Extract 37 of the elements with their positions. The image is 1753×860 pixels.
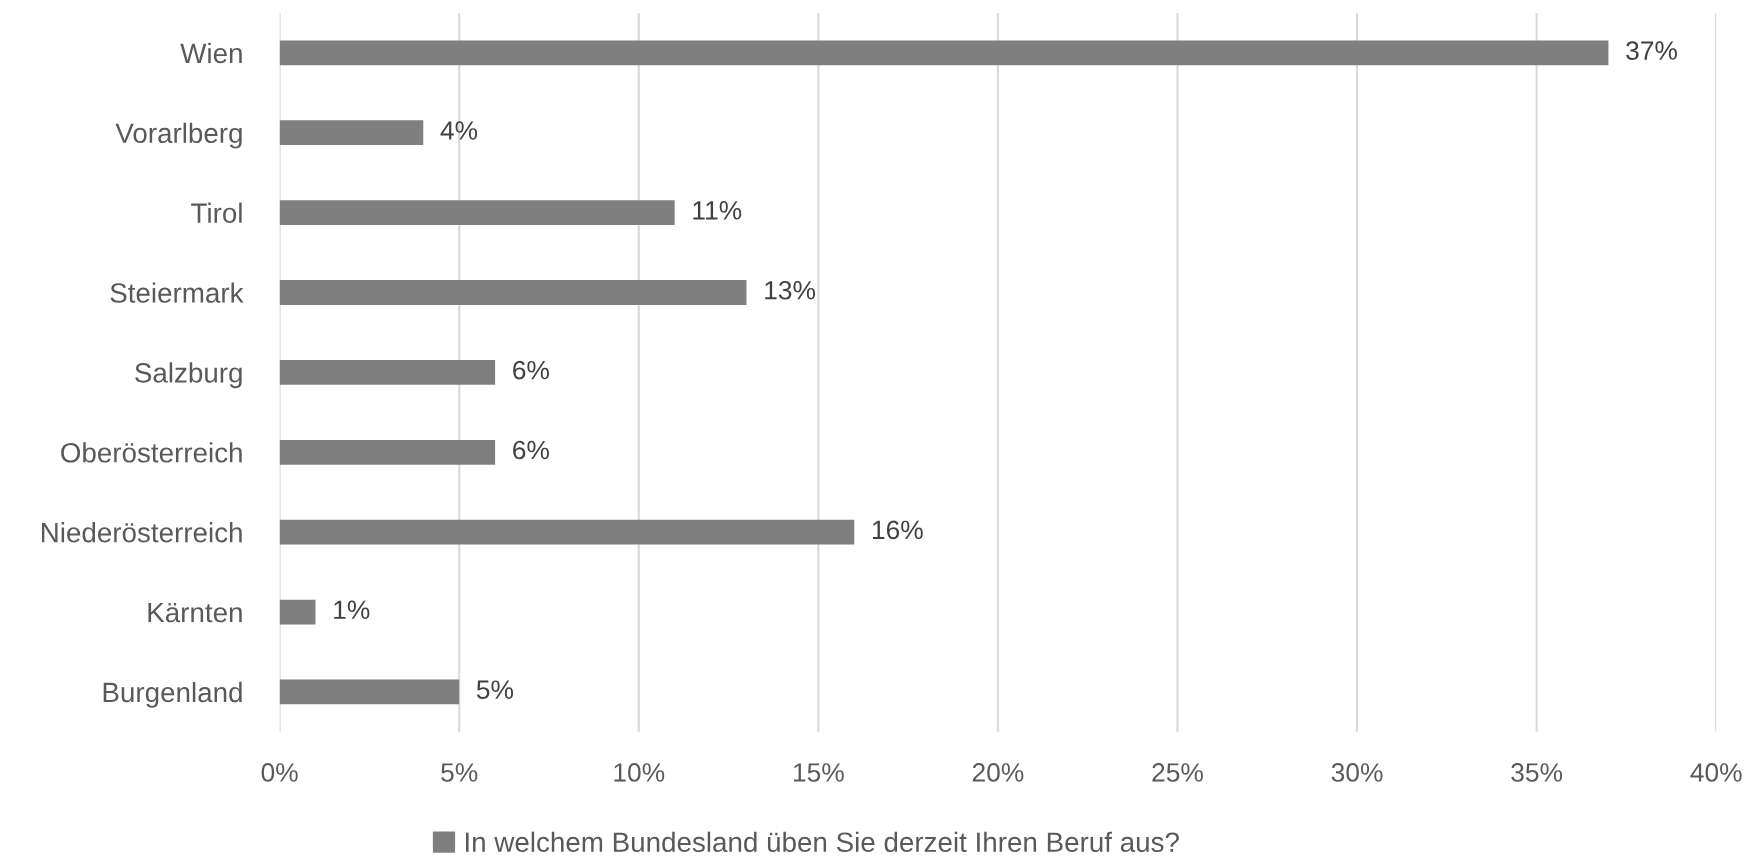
data-label: 6% <box>513 440 549 460</box>
x-tick-label: 0% <box>261 763 298 782</box>
data-label: 5% <box>476 680 514 699</box>
bar <box>279 280 747 305</box>
bar <box>279 200 675 225</box>
legend-label: In welchem Bundesland üben Sie derzeit Ihren Beruf aus? <box>466 831 1179 853</box>
data-label: 16% <box>872 520 923 540</box>
x-tick-label: 10% <box>614 763 665 782</box>
bar <box>279 439 496 465</box>
x-tick-label: 30% <box>1331 763 1383 782</box>
y-tick-label: Kärnten <box>148 602 242 623</box>
data-label: 6% <box>513 360 549 380</box>
bar <box>279 599 316 625</box>
y-tick-label: Tirol <box>191 202 242 223</box>
bar <box>279 519 855 545</box>
bar <box>279 679 460 705</box>
data-label: 37% <box>1626 41 1677 60</box>
y-tick-label: Oberösterreich <box>61 442 242 463</box>
bar <box>279 120 424 146</box>
x-tick-label: 20% <box>972 763 1024 782</box>
x-tick-label: 25% <box>1152 763 1203 782</box>
data-label: 11% <box>693 201 742 220</box>
y-tick-label: Niederösterreich <box>41 522 242 543</box>
bar <box>279 40 1609 66</box>
x-tick-label: 40% <box>1690 763 1742 782</box>
bar <box>279 360 496 385</box>
y-tick-label: Salzburg <box>135 362 242 389</box>
x-tick-label: 5% <box>441 763 478 782</box>
y-tick-label: Vorarlberg <box>115 122 242 149</box>
y-tick-label: Steiermark <box>110 282 244 303</box>
data-label: 13% <box>765 280 816 300</box>
data-label: 1% <box>334 600 370 620</box>
data-label: 4% <box>440 121 478 140</box>
y-tick-label: Burgenland <box>103 681 242 708</box>
x-tick-label: 35% <box>1511 763 1563 782</box>
x-tick-label: 15% <box>793 763 844 782</box>
y-tick-label: Wien <box>180 42 242 64</box>
